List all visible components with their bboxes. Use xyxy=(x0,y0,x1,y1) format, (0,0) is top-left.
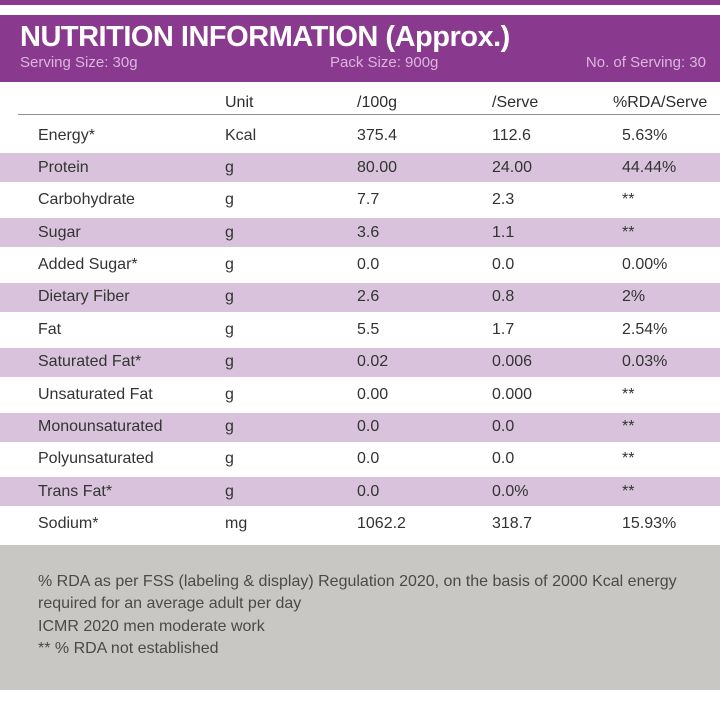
table-row: Added Sugar* g 0.0 0.0 0.00% xyxy=(0,251,720,280)
table-header-row: Unit /100g /Serve %RDA/Serve xyxy=(0,92,720,114)
nutrient-unit: g xyxy=(225,385,234,403)
value-per-serve: 0.0 xyxy=(492,418,515,436)
nutrient-unit: mg xyxy=(225,515,248,533)
page-title: NUTRITION INFORMATION (Approx.) xyxy=(20,21,510,53)
table-row: Energy* Kcal 375.4 112.6 5.63% xyxy=(0,121,720,150)
nutrient-unit: g xyxy=(225,320,234,338)
nutrient-unit: Kcal xyxy=(225,126,257,144)
column-header-per100g: /100g xyxy=(357,94,398,111)
footnote-line: ** % RDA not established xyxy=(38,640,219,658)
nutrient-unit: g xyxy=(225,288,234,306)
nutrient-name: Sodium* xyxy=(38,515,99,533)
value-per-serve: 1.1 xyxy=(492,223,515,241)
value-per-serve: 0.0 xyxy=(492,450,515,468)
nutrient-name: Trans Fat* xyxy=(38,482,113,500)
table-body: Energy* Kcal 375.4 112.6 5.63% Protein g… xyxy=(0,121,720,539)
value-per-100g: 7.7 xyxy=(357,191,380,209)
nutrient-name: Carbohydrate xyxy=(38,191,135,209)
value-rda-percent: 0.03% xyxy=(622,353,668,371)
nutrient-name: Saturated Fat* xyxy=(38,353,142,371)
footnote-line: required for an average adult per day xyxy=(38,595,302,613)
value-per-serve: 2.3 xyxy=(492,191,515,209)
value-per-100g: 2.6 xyxy=(357,288,380,306)
value-per-100g: 0.0 xyxy=(357,482,380,500)
value-rda-percent: 44.44% xyxy=(622,158,677,176)
footnote-line: % RDA as per FSS (labeling & display) Re… xyxy=(38,572,677,590)
nutrient-unit: g xyxy=(225,158,234,176)
value-per-100g: 0.0 xyxy=(357,418,380,436)
table-row: Fat g 5.5 1.7 2.54% xyxy=(0,315,720,344)
value-per-100g: 0.00 xyxy=(357,385,389,403)
pack-size-label: Pack Size: 900g xyxy=(330,54,439,71)
value-per-serve: 0.0% xyxy=(492,482,529,500)
nutrition-table: Unit /100g /Serve %RDA/Serve Energy* Kca… xyxy=(0,92,720,539)
value-rda-percent: ** xyxy=(622,482,635,500)
nutrient-name: Energy* xyxy=(38,126,95,144)
nutrient-unit: g xyxy=(225,256,234,274)
value-per-serve: 112.6 xyxy=(492,126,531,144)
value-per-100g: 1062.2 xyxy=(357,515,406,533)
table-row: Unsaturated Fat g 0.00 0.000 ** xyxy=(0,380,720,409)
value-per-100g: 0.02 xyxy=(357,353,389,371)
column-header-unit: Unit xyxy=(225,94,254,111)
nutrient-unit: g xyxy=(225,353,234,371)
value-rda-percent: ** xyxy=(622,450,635,468)
value-rda-percent: 5.63% xyxy=(622,126,668,144)
value-per-serve: 318.7 xyxy=(492,515,533,533)
value-rda-percent: ** xyxy=(622,191,635,209)
nutrient-name: Added Sugar* xyxy=(38,256,138,274)
value-rda-percent: 0.00% xyxy=(622,256,668,274)
value-per-100g: 0.0 xyxy=(357,256,380,274)
value-rda-percent: 2% xyxy=(622,288,646,306)
footnote-line: ICMR 2020 men moderate work xyxy=(38,617,265,635)
nutrient-name: Fat xyxy=(38,320,62,338)
table-row: Polyunsaturated g 0.0 0.0 ** xyxy=(0,445,720,474)
nutrient-unit: g xyxy=(225,191,234,209)
table-row: Protein g 80.00 24.00 44.44% xyxy=(0,153,720,183)
column-header-rda: %RDA/Serve xyxy=(613,94,708,111)
value-rda-percent: ** xyxy=(622,223,635,241)
nutrient-name: Dietary Fiber xyxy=(38,288,130,306)
footnote-box: % RDA as per FSS (labeling & display) Re… xyxy=(0,544,720,690)
nutrient-name: Polyunsaturated xyxy=(38,450,154,468)
table-row: Carbohydrate g 7.7 2.3 ** xyxy=(0,186,720,215)
table-row: Trans Fat* g 0.0 0.0% ** xyxy=(0,477,720,507)
column-header-perserve: /Serve xyxy=(492,94,539,111)
value-per-100g: 0.0 xyxy=(357,450,380,468)
value-per-serve: 0.006 xyxy=(492,353,533,371)
value-per-serve: 0.0 xyxy=(492,256,515,274)
nutrient-name: Monounsaturated xyxy=(38,418,163,436)
nutrient-name: Sugar xyxy=(38,223,81,241)
header-banner: NUTRITION INFORMATION (Approx.) Serving … xyxy=(0,15,720,82)
header-divider-line xyxy=(18,114,720,115)
value-rda-percent: ** xyxy=(622,418,635,436)
value-rda-percent: 2.54% xyxy=(622,320,668,338)
value-per-serve: 0.8 xyxy=(492,288,515,306)
table-row: Monounsaturated g 0.0 0.0 ** xyxy=(0,412,720,442)
nutrient-unit: g xyxy=(225,482,234,500)
value-per-serve: 1.7 xyxy=(492,320,515,338)
value-per-100g: 375.4 xyxy=(357,126,398,144)
serving-info-row: Serving Size: 30g Pack Size: 900g No. of… xyxy=(20,54,706,71)
value-per-serve: 0.000 xyxy=(492,385,533,403)
value-rda-percent: 15.93% xyxy=(622,515,677,533)
value-per-100g: 5.5 xyxy=(357,320,380,338)
value-per-100g: 3.6 xyxy=(357,223,380,241)
value-per-serve: 24.00 xyxy=(492,158,533,176)
top-accent-strip xyxy=(0,0,720,5)
value-rda-percent: ** xyxy=(622,385,635,403)
table-row: Sugar g 3.6 1.1 ** xyxy=(0,218,720,248)
serving-size-label: Serving Size: 30g xyxy=(20,54,138,71)
table-row: Saturated Fat* g 0.02 0.006 0.03% xyxy=(0,347,720,377)
nutrient-name: Protein xyxy=(38,158,89,176)
table-row: Sodium* mg 1062.2 318.7 15.93% xyxy=(0,510,720,539)
nutrient-unit: g xyxy=(225,450,234,468)
table-row: Dietary Fiber g 2.6 0.8 2% xyxy=(0,282,720,312)
no-of-serving-label: No. of Serving: 30 xyxy=(585,54,706,71)
nutrient-unit: g xyxy=(225,223,234,241)
nutrient-unit: g xyxy=(225,418,234,436)
nutrient-name: Unsaturated Fat xyxy=(38,385,153,403)
value-per-100g: 80.00 xyxy=(357,158,398,176)
